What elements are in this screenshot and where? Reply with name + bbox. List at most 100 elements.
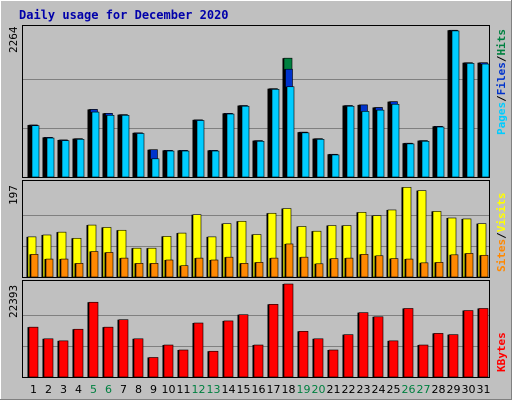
bar-pages xyxy=(226,113,235,178)
bar-sites xyxy=(465,253,474,278)
day-label: 3 xyxy=(60,383,67,396)
bar-sites xyxy=(135,263,144,278)
bar-kbytes xyxy=(58,340,69,378)
bar-pages xyxy=(31,125,40,178)
bar-sites xyxy=(360,254,369,278)
bar-kbytes xyxy=(28,326,39,378)
bar-sites xyxy=(195,257,204,278)
bar-pages xyxy=(376,109,385,178)
day-label: 9 xyxy=(150,383,157,396)
ymax-label-kbytes: 22393 xyxy=(7,285,20,318)
bar-kbytes xyxy=(253,344,264,378)
bar-sites xyxy=(255,262,264,278)
day-label: 23 xyxy=(357,383,371,396)
bar-kbytes xyxy=(298,331,309,378)
bar-sites xyxy=(150,263,159,278)
bar-kbytes xyxy=(178,349,189,378)
legend-visits: Visits xyxy=(495,193,508,233)
bar-kbytes xyxy=(148,357,159,378)
bar-pages xyxy=(481,63,490,178)
day-label: 14 xyxy=(222,383,236,396)
bar-sites xyxy=(270,257,279,278)
day-label: 24 xyxy=(372,383,386,396)
bar-sites xyxy=(300,256,309,278)
bar-sites xyxy=(45,258,54,278)
bar-kbytes xyxy=(388,340,399,378)
bar-pages xyxy=(76,139,85,178)
bar-kbytes xyxy=(88,301,99,378)
legend-files: Files xyxy=(495,62,508,95)
bar-sites xyxy=(105,252,114,278)
legend-kbytes: KBytes xyxy=(495,332,508,372)
legend-pages: Pages xyxy=(495,102,508,135)
day-label: 10 xyxy=(162,383,176,396)
legend-visits-sites: Sites/Visits xyxy=(495,193,508,273)
day-label: 30 xyxy=(462,383,476,396)
bar-kbytes xyxy=(103,326,114,378)
bar-sites xyxy=(345,257,354,278)
bar-sites xyxy=(75,263,84,278)
bar-pages xyxy=(181,150,190,178)
day-label: 1 xyxy=(30,383,37,396)
bar-sites xyxy=(435,262,444,278)
day-label: 8 xyxy=(135,383,142,396)
bar-sites xyxy=(375,255,384,278)
day-label: 19 xyxy=(297,383,311,396)
bar-sites xyxy=(165,259,174,278)
bar-sites xyxy=(420,262,429,278)
bar-pages xyxy=(241,105,250,178)
day-labels: 1 2 3 4 5 6 7 8 9 10 11 12 13 14 15 16 17 18 19 20 21 22 23 24 2… xyxy=(30,383,491,396)
bar-sites xyxy=(210,259,219,278)
chart-title: Daily usage for December 2020 xyxy=(19,8,229,22)
bar-kbytes xyxy=(268,304,279,378)
bar-kbytes xyxy=(118,319,129,378)
bar-sites xyxy=(285,243,294,278)
bar-kbytes xyxy=(328,349,339,378)
bar-sites xyxy=(330,258,339,278)
bar-pages xyxy=(151,158,160,178)
bar-pages xyxy=(46,137,55,178)
bar-pages xyxy=(301,132,310,178)
bar-kbytes xyxy=(163,344,174,378)
bar-pages xyxy=(436,126,445,178)
bar-pages xyxy=(451,30,460,178)
bar-pages xyxy=(421,140,430,178)
bar-kbytes xyxy=(373,316,384,378)
bar-kbytes xyxy=(133,338,144,378)
day-label: 16 xyxy=(252,383,266,396)
bar-kbytes xyxy=(448,334,459,378)
bar-kbytes xyxy=(343,334,354,378)
day-label: 12 xyxy=(192,383,206,396)
day-label: 5 xyxy=(90,383,97,396)
day-label: 15 xyxy=(237,383,251,396)
bar-sites xyxy=(315,263,324,278)
bar-kbytes xyxy=(283,283,294,378)
bar-sites xyxy=(240,263,249,278)
bar-pages xyxy=(256,140,265,178)
bar-pages xyxy=(331,154,340,178)
legend-hits: Hits xyxy=(495,29,508,56)
day-label: 6 xyxy=(105,383,112,396)
bar-kbytes xyxy=(358,312,369,378)
day-label: 27 xyxy=(417,383,431,396)
bar-sites xyxy=(450,254,459,278)
bar-kbytes xyxy=(208,350,219,378)
bar-pages xyxy=(166,150,175,178)
bar-pages xyxy=(316,139,325,178)
bar-kbytes xyxy=(238,314,249,378)
bar-pages xyxy=(271,89,280,178)
bar-kbytes xyxy=(418,344,429,378)
bar-sites xyxy=(90,251,99,278)
bar-sites xyxy=(180,265,189,278)
bar-pages xyxy=(286,86,295,178)
day-label: 20 xyxy=(312,383,326,396)
legend-sites: Sites xyxy=(495,239,508,272)
bar-sites xyxy=(390,258,399,278)
bar-kbytes xyxy=(433,333,444,378)
day-label: 31 xyxy=(477,383,491,396)
bar-pages xyxy=(91,111,100,178)
bar-pages xyxy=(466,63,475,178)
day-label: 11 xyxy=(177,383,191,396)
